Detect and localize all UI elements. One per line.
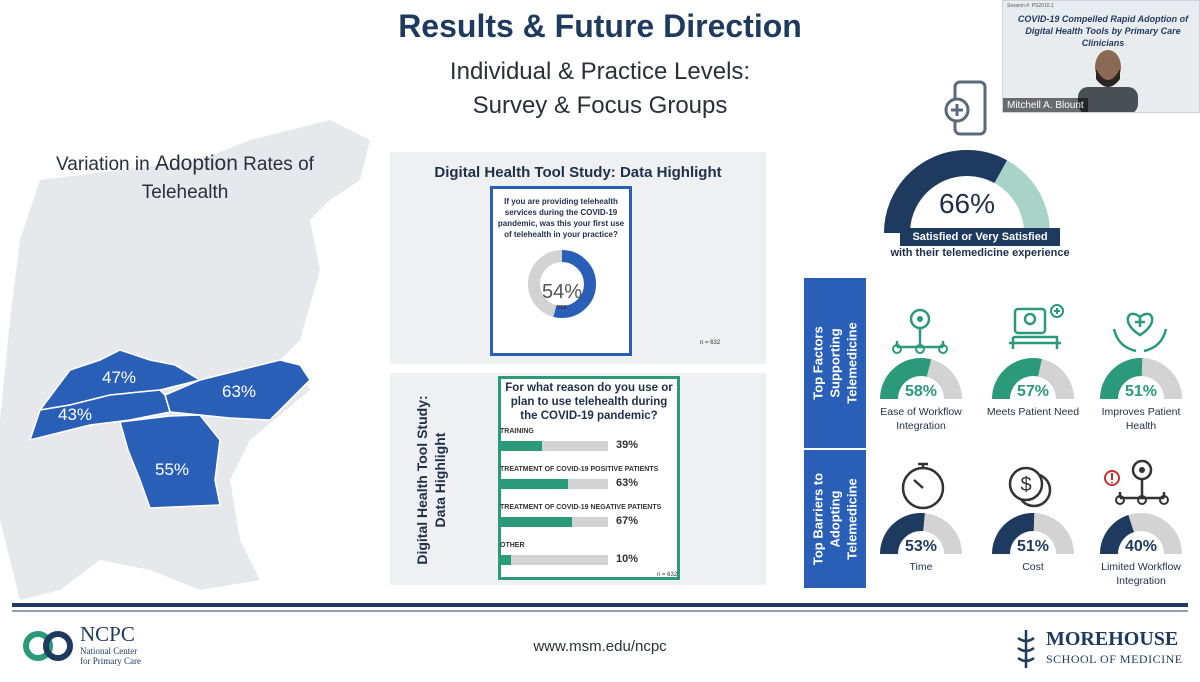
phone-medical-icon [944, 80, 987, 136]
barriers-label: Cost [1022, 561, 1044, 573]
supporting-pct: 58% [904, 383, 938, 400]
satisfaction-gauge [884, 150, 1050, 234]
study2-bar-fill [500, 555, 511, 565]
state-label-ga: 55% [155, 460, 190, 479]
ncpc-subtitle: National Center for Primary Care [80, 646, 141, 666]
state-tn-shape [28, 389, 171, 442]
barriers-pct: 51% [1016, 538, 1050, 555]
session-label: Session #: PS2010.1 [1007, 3, 1054, 9]
study1-question: If you are providing telehealth services… [497, 197, 625, 239]
barriers-label: Time [909, 561, 933, 573]
msm-logo-icon [1017, 630, 1035, 668]
study2-bar-pct: 10% [616, 553, 639, 565]
speaker-name: Mitchell A. Blount [1003, 98, 1088, 112]
footer-rule-thin [12, 610, 1188, 612]
highlighted-states [28, 349, 311, 509]
supporting-gauge-fill [992, 358, 1042, 400]
msm-subtitle: SCHOOL OF MEDICINE [1046, 652, 1183, 666]
us-east-map [0, 120, 370, 600]
study2-n: n = 632 [657, 572, 678, 578]
supporting-label: Improves Patient Health [1101, 406, 1181, 432]
study2-bar-track [500, 517, 608, 527]
study2-question-box [498, 376, 680, 580]
slide-title: Results & Future Direction [398, 8, 802, 44]
study2-bar-label: TREATMENT OF COVID-19 NEGATIVE PATIENTS [500, 504, 662, 511]
slide-subtitle-line1: Individual & Practice Levels: [449, 58, 751, 85]
barriers-gauge [880, 513, 962, 555]
barriers-pct: 40% [1124, 538, 1158, 555]
study2-bar-pct: 67% [616, 515, 639, 527]
study2-bar-row: TREATMENT OF COVID-19 NEGATIVE PATIENTS 6… [500, 504, 680, 542]
study2-bar-row: TREATMENT OF COVID-19 POSITIVE PATIENTS 6… [500, 466, 680, 504]
study2-bar-row: OTHER 10% [500, 542, 680, 580]
study2-question: For what reason do you use or plan to us… [505, 382, 673, 422]
study2-bar-label: TREATMENT OF COVID-19 POSITIVE PATIENTS [500, 466, 659, 473]
study1-donut [528, 250, 596, 318]
barriers-sidebar: Top Barriers to Adopting Telemedicine [804, 450, 866, 588]
satisfaction-sub-label: with their telemedicine experience [890, 247, 1070, 259]
supporting-sidebar: Top Factors Supporting Telemedicine [804, 278, 866, 448]
supporting-gauge-fill [880, 358, 932, 400]
state-label-nc: 63% [222, 382, 257, 401]
supporting-label: Meets Patient Need [986, 406, 1080, 418]
broken-workflow-icon [1104, 459, 1169, 505]
coins-icon: $ [1008, 466, 1052, 508]
satisfaction-label: Satisfied or Very Satisfied [900, 228, 1060, 246]
satisfaction-pct: 66% [938, 188, 996, 219]
study2-bar-fill [500, 441, 543, 451]
barriers-gauge [992, 513, 1074, 555]
study1-title: Digital Health Tool Study: Data Highligh… [434, 164, 722, 181]
patient-bed-icon [1009, 304, 1064, 349]
supporting-gauge [880, 358, 962, 400]
workflow-icon [892, 308, 948, 354]
speaker-figure [1078, 50, 1138, 112]
barriers-pct: 53% [904, 538, 938, 555]
supporting-gauge [992, 358, 1074, 400]
barriers-gauge [1100, 513, 1182, 555]
study1-n: n = 632 [700, 340, 721, 346]
supporting-label: Ease of Workflow Integration [880, 406, 962, 432]
speaker-webcam: Session #: PS2010.1 COVID-19 Compelled R… [1002, 0, 1200, 113]
study2-bar-fill [500, 479, 569, 489]
study2-bar-label: OTHER [500, 542, 525, 549]
barriers-gauge-fill [992, 513, 1035, 555]
map-title: Variation in Adoption Rates of Telehealt… [56, 152, 314, 203]
heart-hands-icon [1112, 312, 1168, 353]
study1-yes: YES [556, 305, 567, 311]
study2-bar-list: TRAINING 39% TREATMENT OF COVID-19 POSITIV… [500, 428, 680, 580]
supporting-gauge-fill [1100, 358, 1143, 400]
supporting-pct: 51% [1124, 383, 1158, 400]
footer-url[interactable]: www.msm.edu/ncpc [533, 638, 667, 655]
barriers-label: Limited Workflow Integration [1101, 561, 1181, 587]
study2-bar-track [500, 441, 608, 451]
presentation-title: COVID-19 Compelled Rapid Adoption of Dig… [1017, 14, 1189, 48]
supporting-gauge [1100, 358, 1182, 400]
study2-bar-pct: 63% [616, 477, 639, 489]
study1-question-box [490, 186, 632, 356]
state-ga-shape [119, 414, 221, 509]
study2-bar-label: TRAINING [500, 428, 534, 435]
footer-rule [12, 603, 1188, 607]
ncpc-logo: NCPC National Center for Primary Care [22, 622, 202, 672]
study2-bar-track [500, 555, 608, 565]
msm-name: MOREHOUSE [1046, 628, 1179, 650]
study1-pct: 54% [541, 281, 583, 303]
ncpc-logo-icon [23, 631, 73, 661]
svg-text:$: $ [1020, 474, 1031, 496]
state-label-ky: 47% [102, 368, 137, 387]
supporting-pct: 57% [1016, 383, 1050, 400]
barriers-gauge-fill [880, 513, 925, 555]
study2-bar-pct: 39% [616, 439, 639, 451]
study2-bar-row: TRAINING 39% [500, 428, 680, 466]
study2-bar-track [500, 479, 608, 489]
study2-bar-fill [500, 517, 573, 527]
msm-logo: MOREHOUSE SCHOOL OF MEDICINE [1010, 628, 1190, 672]
state-label-tn: 43% [58, 405, 93, 424]
study2-vertical-title: Digital Health Tool Study: Data Highligh… [414, 395, 448, 565]
barriers-gauge-fill [1100, 515, 1135, 555]
ncpc-name: NCPC [80, 622, 135, 646]
stopwatch-icon [901, 462, 945, 510]
slide-subtitle-line2: Survey & Focus Groups [472, 92, 728, 119]
